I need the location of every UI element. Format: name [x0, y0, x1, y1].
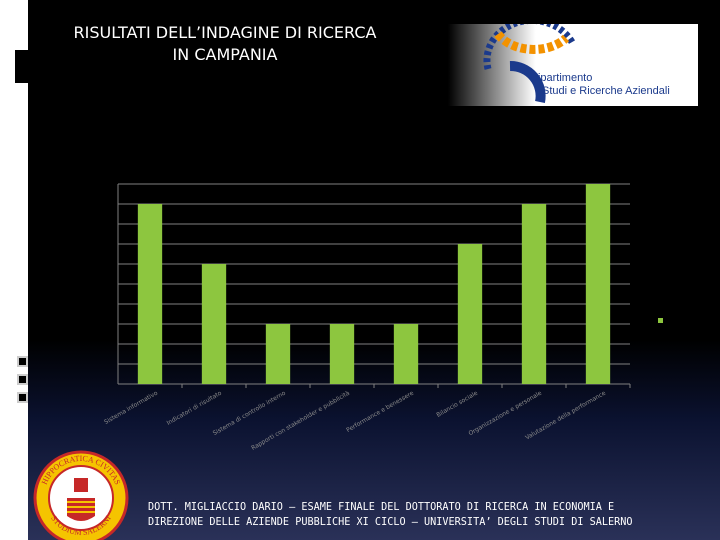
legend-marker: [658, 318, 663, 323]
department-logo: Dipartimento Studi e Ricerche Aziendali: [448, 24, 698, 106]
title-line-1: RISULTATI DELL’INDAGINE DI RICERCA: [73, 23, 377, 42]
bar: [265, 324, 291, 384]
gear-logo-icon: [483, 24, 577, 103]
decor-square: [17, 392, 28, 403]
footer-line-1: DOTT. MIGLIACCIO DARIO – ESAME FINALE DE…: [148, 502, 615, 513]
logo-line-2: Studi e Ricerche Aziendali: [542, 85, 670, 97]
decor-block: [15, 50, 28, 83]
bar: [521, 204, 547, 384]
x-tick-label: Bilancio sociale: [435, 390, 479, 419]
university-seal-icon: HIPPOCRATICA CIVITAS STUDIUM SALERNI: [33, 450, 129, 540]
x-tick-label: Sistema informativo: [103, 390, 159, 426]
title-line-2: IN CAMPANIA: [172, 45, 278, 64]
bar: [201, 264, 227, 384]
decor-square: [17, 374, 28, 385]
bar: [585, 184, 611, 384]
slide-title: RISULTATI DELL’INDAGINE DI RICERCA IN CA…: [50, 22, 400, 66]
footer-line-2: DIREZIONE DELLE AZIENDE PUBBLICHE XI CIC…: [148, 517, 633, 528]
left-decor-strip: [0, 0, 28, 540]
logo-line-1: Dipartimento: [530, 72, 592, 84]
bar: [393, 324, 419, 384]
decor-square: [17, 356, 28, 367]
x-tick-label: Indicatori di risultato: [166, 390, 224, 427]
x-tick-label: Rapporti con stakeholder e pubblicità: [250, 390, 351, 452]
bar: [137, 204, 163, 384]
bar: [457, 244, 483, 384]
slide-footer: DOTT. MIGLIACCIO DARIO – ESAME FINALE DE…: [148, 500, 688, 530]
x-tick-label: Performance e benessere: [345, 390, 415, 434]
bar: [329, 324, 355, 384]
